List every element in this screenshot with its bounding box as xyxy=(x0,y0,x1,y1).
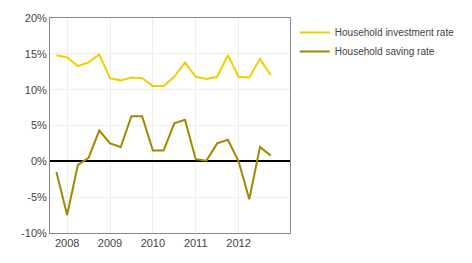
svg-text:-10%: -10% xyxy=(21,227,47,239)
svg-text:15%: 15% xyxy=(25,48,47,60)
svg-text:5%: 5% xyxy=(31,119,47,131)
svg-text:10%: 10% xyxy=(25,84,47,96)
svg-text:2010: 2010 xyxy=(141,237,165,249)
svg-text:2011: 2011 xyxy=(184,237,208,249)
svg-text:2012: 2012 xyxy=(226,237,250,249)
svg-text:-5%: -5% xyxy=(27,191,47,203)
svg-text:0%: 0% xyxy=(31,155,47,167)
svg-text:20%: 20% xyxy=(25,12,47,24)
svg-text:2008: 2008 xyxy=(55,237,79,249)
svg-text:Household investment rate: Household investment rate xyxy=(335,27,454,38)
svg-text:2009: 2009 xyxy=(98,237,122,249)
svg-text:Household saving rate: Household saving rate xyxy=(335,46,435,57)
